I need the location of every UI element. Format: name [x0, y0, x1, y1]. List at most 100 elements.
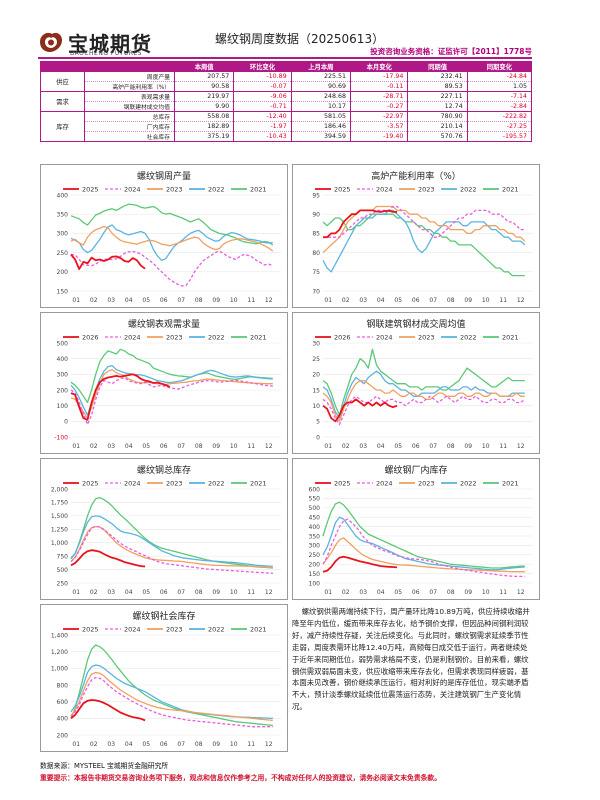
x-tick-label: 10 — [482, 589, 490, 596]
y-tick-label: 600 — [57, 699, 69, 706]
summary-value-cell: 10.17 — [291, 101, 352, 112]
series-line-2024 — [323, 205, 525, 238]
series-line-2025 — [70, 699, 146, 722]
x-tick-label: 05 — [142, 443, 150, 450]
y-tick-label: 70 — [312, 288, 320, 295]
summary-row-label: 周度产量 — [84, 71, 175, 82]
x-tick-label: 10 — [482, 297, 490, 304]
legend-label: 2021 — [250, 186, 267, 194]
y-tick-label: 1,000 — [51, 666, 68, 673]
summary-value-cell: -195.57 — [467, 131, 533, 142]
series-line-2024 — [322, 518, 525, 578]
x-tick-label: 08 — [195, 443, 203, 450]
series-line-2022 — [322, 209, 526, 273]
data-source: 数据来源：MYSTEEL 宝城期货金融研究所 — [40, 762, 169, 770]
y-tick-label: 550 — [309, 496, 321, 503]
summary-value-cell: -22.97 — [350, 111, 409, 122]
series-line-2024 — [322, 395, 526, 426]
y-tick-label: 15 — [312, 387, 320, 394]
market-commentary: 螺纹钢供需两端持续下行，周产量环比降10.89万吨，供应持续收缩并降至年内低位，… — [292, 607, 530, 712]
chart-title: 螺纹钢总库存 — [137, 464, 191, 476]
x-tick-label: 09 — [212, 443, 220, 450]
chart-panel-weekly-output: 螺纹钢周产量 2025 2024 2023 2022 2021 150 200 250 300 35… — [40, 164, 288, 308]
x-tick-label: 10 — [230, 589, 238, 596]
summary-header-cell: 上月本周 — [290, 61, 352, 72]
series-line-2026 — [70, 373, 171, 421]
series-line-2023 — [70, 225, 274, 252]
summary-value-cell: 219.97 — [174, 91, 235, 102]
summary-value-cell: -222.82 — [467, 111, 533, 122]
y-tick-label: 450 — [309, 515, 321, 522]
y-tick-label: 350 — [309, 533, 321, 540]
summary-table: 本周值 环比变化 上月本周 本月变化 同期值 同期变化 供应 周度产量 207.57 -10.8… — [40, 61, 533, 142]
x-tick-label: 12 — [265, 443, 273, 450]
series-line-2021 — [322, 348, 525, 416]
summary-row-label: 钢联建材成交均值 — [84, 101, 175, 112]
y-tick-label: 0 — [64, 419, 68, 426]
y-tick-label: 85 — [312, 231, 320, 238]
logo-english-name: BAOCHENG FUTURES — [70, 50, 143, 57]
y-tick-label: 500 — [57, 567, 69, 574]
series-line-2024 — [70, 676, 273, 728]
legend-label: 2024 — [124, 186, 141, 194]
legend-label: 2022 — [208, 186, 225, 194]
series-line-2022 — [322, 370, 525, 419]
x-tick-label: 02 — [342, 589, 350, 596]
y-tick-label: 25 — [312, 356, 320, 363]
x-tick-label: 10 — [230, 297, 238, 304]
summary-table-body: 供应 周度产量 207.57 -10.89 225.51 -17.94 232.41 -24.… — [40, 71, 533, 142]
series-line-2025 — [70, 549, 146, 568]
y-tick-label: 200 — [57, 269, 69, 276]
series-line-2023 — [70, 525, 273, 569]
x-tick-label: 11 — [499, 297, 507, 304]
disclaimer-warning: 重要提示：本报告非期货交易咨询业务项下服务，观点和信息仅作参考之用，不构成对任何… — [40, 774, 442, 782]
summary-header-cell — [40, 61, 85, 72]
x-tick-label: 04 — [377, 297, 385, 304]
summary-value-cell: 90.58 — [174, 81, 235, 92]
series-line-2026 — [322, 398, 398, 423]
x-tick-label: 11 — [247, 589, 255, 596]
y-tick-label: 20 — [312, 372, 320, 379]
y-tick-label: 1,500 — [51, 513, 68, 520]
summary-value-cell: -12.40 — [233, 111, 292, 122]
x-tick-label: 03 — [107, 589, 115, 596]
x-tick-label: 05 — [142, 589, 150, 596]
y-tick-label: 750 — [57, 553, 69, 560]
summary-value-cell: 570.76 — [407, 131, 468, 142]
x-tick-label: 08 — [447, 443, 455, 450]
summary-value-cell: 248.68 — [291, 91, 352, 102]
x-tick-label: 11 — [247, 443, 255, 450]
x-tick-label: 07 — [177, 741, 185, 748]
x-tick-label: 01 — [72, 443, 80, 450]
chart-panel-trading-volume: 钢联建筑钢材成交周均值 2026 2024 2023 2022 2021 0 5 10 15 20 2… — [292, 312, 540, 454]
series-line-2025 — [322, 555, 398, 573]
summary-value-cell: 394.59 — [291, 131, 352, 142]
x-tick-label: 07 — [429, 443, 437, 450]
x-tick-label: 06 — [160, 589, 168, 596]
legend-label: 2026 — [334, 334, 351, 342]
legend-label: 2022 — [460, 186, 477, 194]
summary-value-cell: -10.43 — [233, 131, 292, 142]
legend-label: 2024 — [124, 480, 141, 488]
summary-header-cell: 环比变化 — [233, 61, 292, 72]
x-tick-label: 04 — [125, 589, 133, 596]
x-tick-label: 07 — [429, 589, 437, 596]
license-note: 投资咨询业务资格：证监许可【2011】1778号 — [370, 47, 532, 56]
summary-value-cell: 780.90 — [407, 111, 468, 122]
x-tick-label: 08 — [447, 589, 455, 596]
legend-label: 2025 — [82, 480, 99, 488]
x-tick-label: 12 — [265, 589, 273, 596]
legend-label: 2025 — [334, 186, 351, 194]
legend-label: 2022 — [208, 334, 225, 342]
x-tick-label: 11 — [247, 741, 255, 748]
y-tick-label: 250 — [309, 552, 321, 559]
y-tick-label: 1,200 — [51, 649, 68, 656]
legend-label: 2021 — [502, 480, 519, 488]
y-tick-label: 400 — [57, 192, 69, 199]
x-tick-label: 03 — [359, 443, 367, 450]
summary-value-cell: -3.57 — [350, 121, 409, 132]
x-tick-label: 01 — [324, 443, 332, 450]
x-tick-label: 09 — [464, 443, 472, 450]
x-tick-label: 01 — [72, 589, 80, 596]
